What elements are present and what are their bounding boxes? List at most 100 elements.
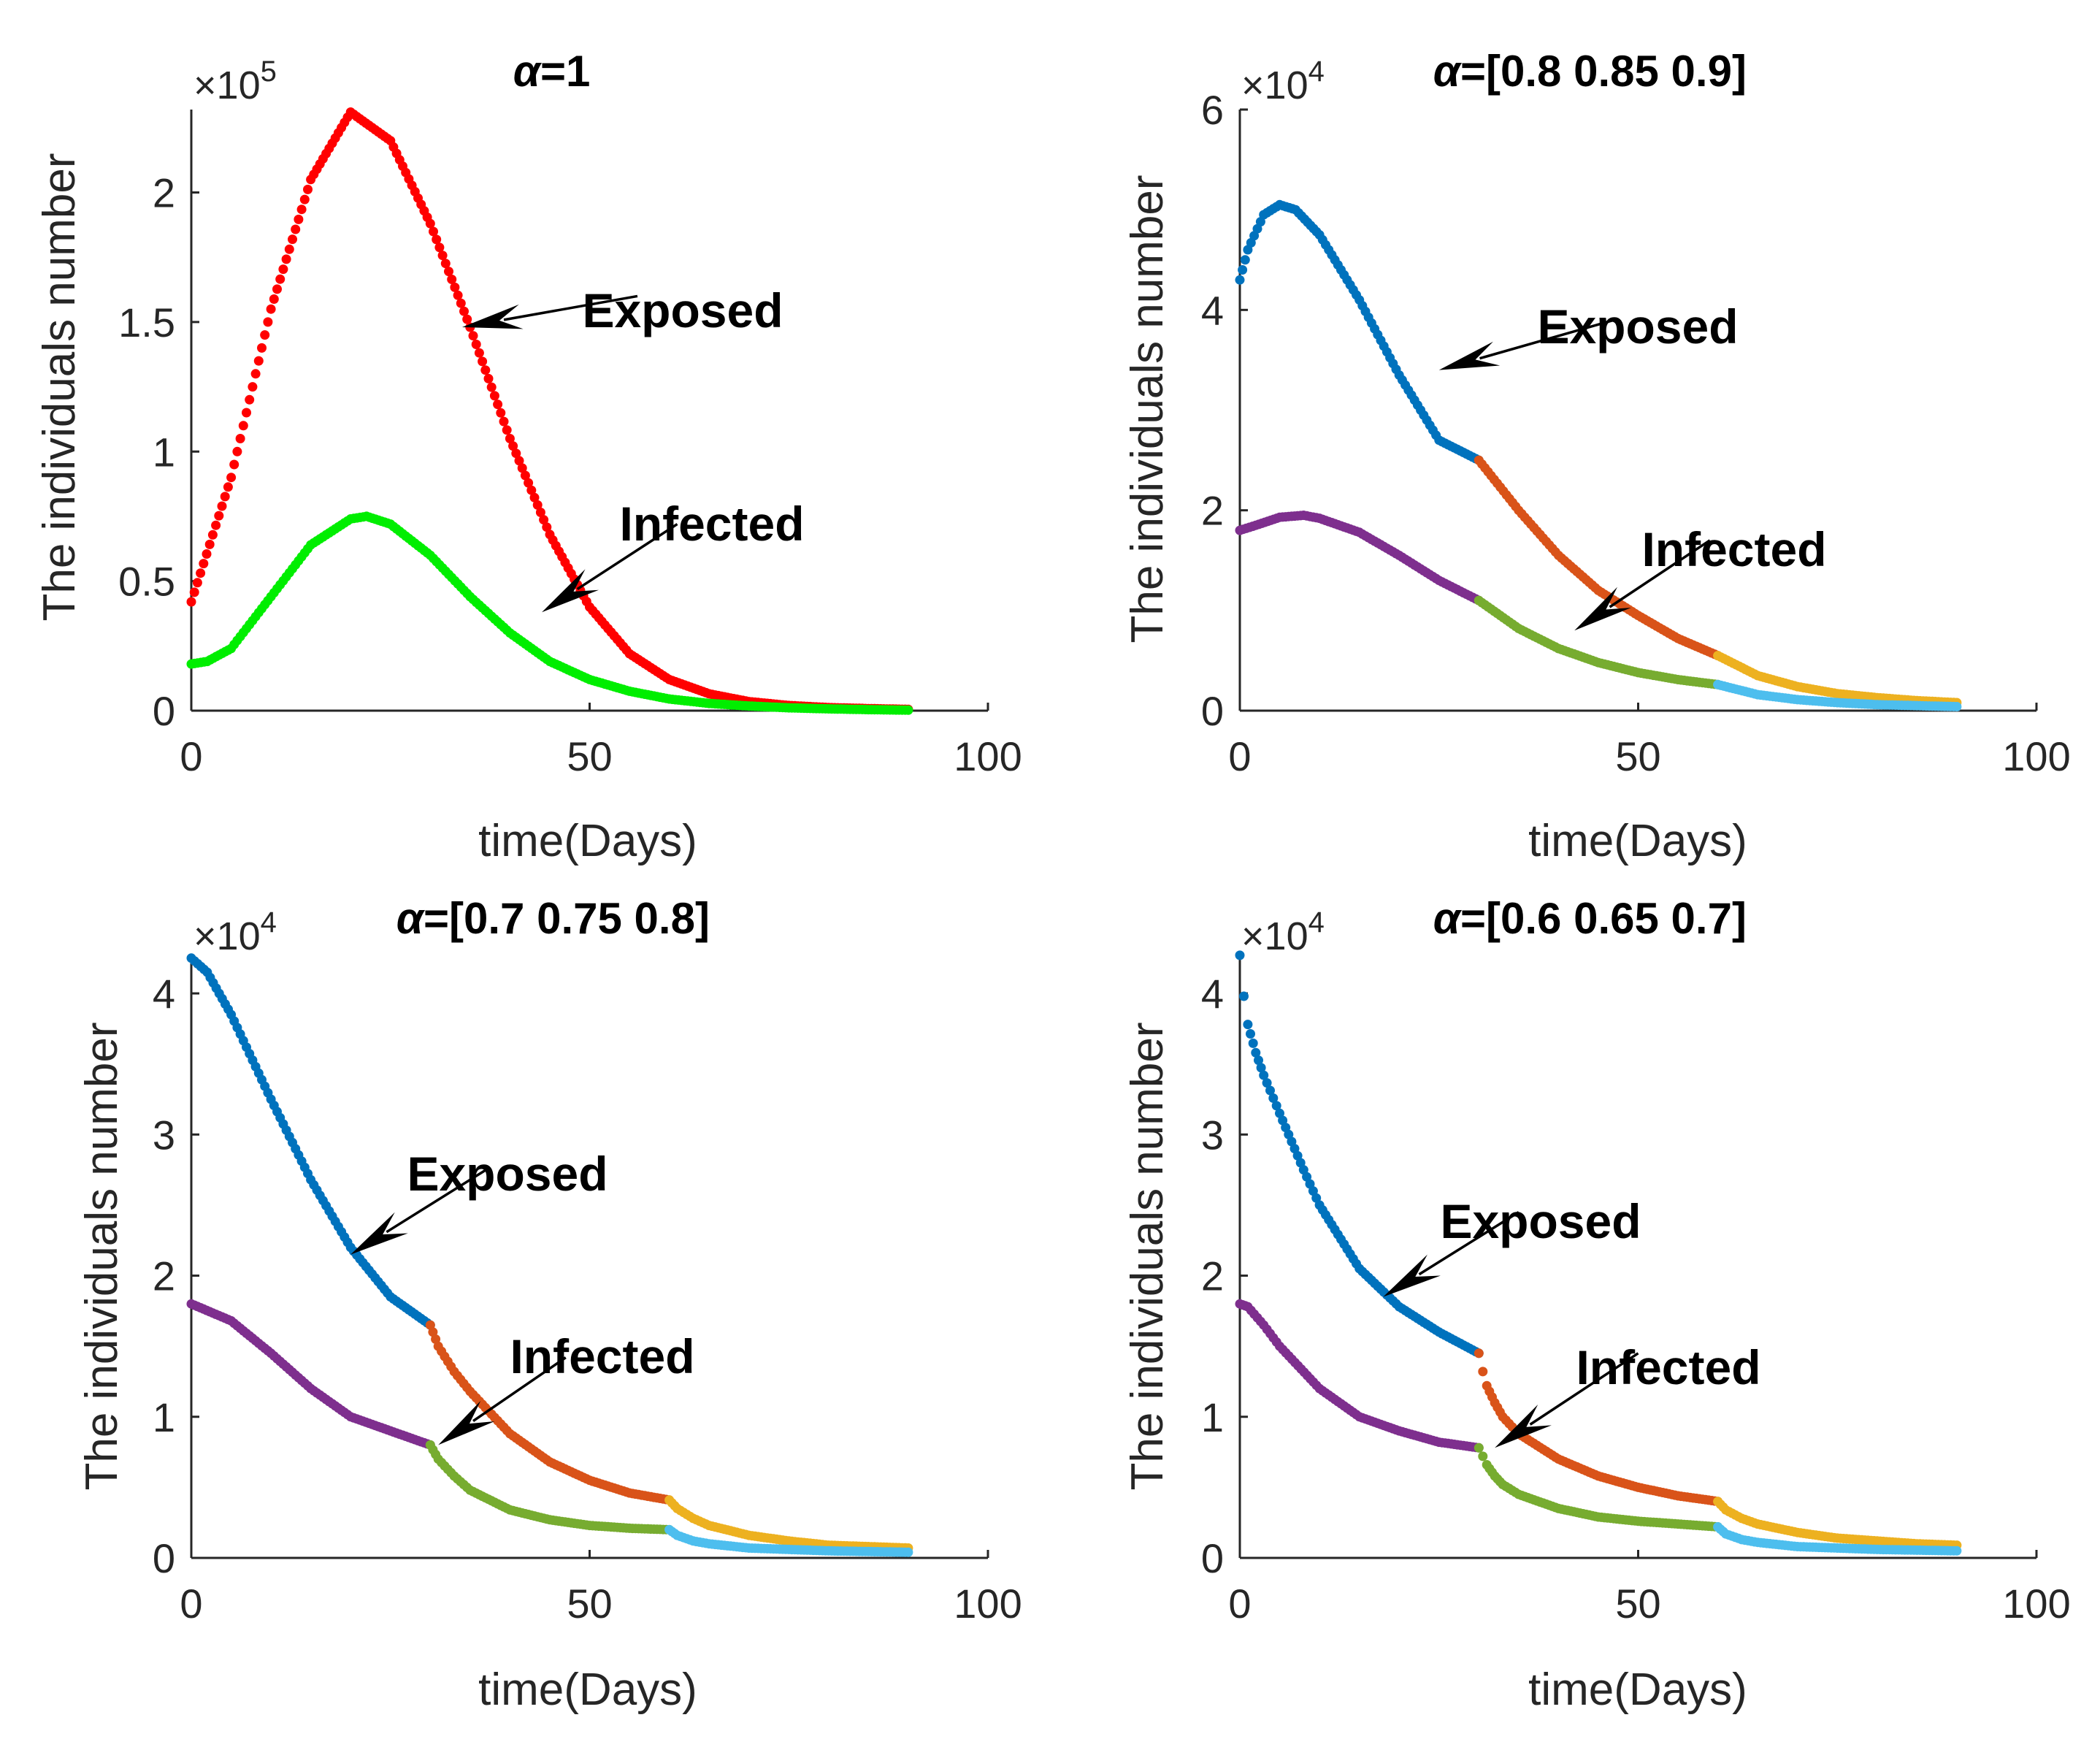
x-axis-label: time(Days) bbox=[1528, 816, 1747, 866]
data-point bbox=[1275, 1108, 1284, 1118]
chart-panel-alpha-0.7-0.75-0.8: α =[0.7 0.75 0.8] ×104 The individuals n… bbox=[77, 894, 1022, 1715]
data-point bbox=[1239, 991, 1249, 1001]
y-multiplier: ×104 bbox=[1241, 906, 1325, 958]
data-point bbox=[505, 434, 515, 443]
data-point bbox=[453, 290, 463, 300]
plot-area bbox=[1235, 950, 1962, 1556]
data-point bbox=[459, 306, 469, 316]
series-exposed-0 bbox=[186, 953, 435, 1330]
data-point bbox=[1284, 1129, 1294, 1139]
data-point bbox=[1235, 275, 1245, 285]
data-point bbox=[250, 369, 261, 379]
y-multiplier-exponent: 4 bbox=[1308, 906, 1325, 939]
data-point bbox=[1243, 1020, 1253, 1030]
data-point bbox=[1240, 255, 1250, 265]
data-point bbox=[444, 267, 453, 277]
y-tick-label: 4 bbox=[153, 971, 175, 1017]
y-axis-label: The individuals number bbox=[77, 1022, 127, 1490]
y-multiplier-base: ×10 bbox=[1241, 914, 1308, 958]
x-tick-label: 50 bbox=[1615, 733, 1660, 779]
y-tick-label: 4 bbox=[1201, 287, 1224, 333]
annotation-label: Infected bbox=[619, 497, 804, 551]
plot-area bbox=[186, 107, 913, 715]
data-point bbox=[478, 356, 488, 367]
data-point bbox=[511, 448, 521, 459]
data-point bbox=[281, 254, 291, 264]
data-point bbox=[1268, 1093, 1279, 1103]
arrow-head bbox=[461, 304, 524, 329]
data-point bbox=[207, 530, 218, 540]
data-point bbox=[483, 373, 494, 383]
data-point bbox=[535, 508, 545, 517]
data-point bbox=[480, 365, 491, 375]
data-point bbox=[499, 416, 509, 427]
data-point bbox=[238, 421, 248, 431]
data-point bbox=[1278, 1115, 1288, 1126]
data-point bbox=[192, 578, 202, 588]
data-point bbox=[1298, 1165, 1308, 1175]
plot-area bbox=[1235, 199, 1962, 711]
data-point bbox=[294, 214, 304, 224]
annotation-label: Exposed bbox=[582, 283, 783, 337]
data-point bbox=[211, 520, 221, 530]
data-point bbox=[529, 492, 540, 503]
data-point bbox=[903, 1547, 913, 1557]
plot-area bbox=[186, 953, 913, 1557]
y-tick-label: 0 bbox=[153, 688, 175, 734]
data-point bbox=[1474, 1443, 1484, 1453]
data-point bbox=[1289, 1144, 1300, 1154]
data-point bbox=[1262, 1078, 1272, 1088]
arrow-head bbox=[350, 1212, 408, 1255]
data-point bbox=[1952, 1545, 1962, 1556]
data-point bbox=[542, 522, 552, 532]
annotation-exposed: Exposed bbox=[350, 1147, 608, 1255]
x-tick-label: 0 bbox=[180, 733, 202, 779]
data-point bbox=[1248, 1038, 1258, 1048]
data-point bbox=[1302, 1172, 1312, 1182]
y-axis-label: The individuals number bbox=[34, 153, 85, 621]
data-point bbox=[1478, 1367, 1488, 1377]
data-point bbox=[429, 226, 438, 237]
data-point bbox=[235, 434, 245, 443]
data-point bbox=[291, 224, 301, 234]
data-point bbox=[447, 275, 457, 284]
data-point bbox=[524, 478, 534, 488]
data-point bbox=[514, 456, 524, 466]
annotations: Exposed Infected bbox=[350, 1147, 695, 1445]
data-point bbox=[462, 314, 472, 324]
data-point bbox=[202, 549, 212, 559]
arrow-head bbox=[1438, 341, 1501, 370]
data-point bbox=[520, 470, 530, 481]
data-point bbox=[248, 382, 258, 392]
annotation-label: Exposed bbox=[407, 1147, 608, 1201]
y-multiplier-exponent: 4 bbox=[1308, 56, 1325, 88]
series-exposed-0 bbox=[1235, 199, 1484, 465]
data-point bbox=[474, 348, 484, 358]
data-point bbox=[517, 463, 527, 473]
x-tick-label: 0 bbox=[1228, 1581, 1251, 1627]
x-axis-label: time(Days) bbox=[478, 816, 697, 866]
y-multiplier: ×105 bbox=[193, 56, 277, 107]
chart-title-value: =[0.8 0.85 0.9] bbox=[1460, 47, 1747, 96]
data-point bbox=[502, 425, 512, 435]
y-tick-label: 1 bbox=[153, 429, 175, 475]
x-tick-label: 0 bbox=[180, 1581, 202, 1627]
data-point bbox=[471, 340, 481, 349]
chart-panel-alpha-1: α =1 ×105 The individuals number time(Da… bbox=[34, 47, 1022, 866]
y-tick-label: 0 bbox=[153, 1535, 175, 1581]
data-point bbox=[1308, 1186, 1318, 1196]
x-tick-label: 50 bbox=[567, 733, 612, 779]
x-tick-label: 100 bbox=[2002, 733, 2070, 779]
data-point bbox=[186, 597, 196, 607]
y-multiplier-exponent: 5 bbox=[261, 56, 277, 88]
axes: 0 50 100 0 1 2 3 4 bbox=[1201, 954, 2071, 1627]
arrow-head bbox=[1383, 1254, 1441, 1297]
arrow-head bbox=[1495, 1404, 1552, 1448]
data-point bbox=[437, 251, 448, 261]
x-axis-label: time(Days) bbox=[1528, 1665, 1747, 1715]
data-point bbox=[1474, 1348, 1484, 1359]
annotation-label: Exposed bbox=[1537, 299, 1738, 354]
data-point bbox=[1251, 1047, 1261, 1058]
y-tick-label: 1 bbox=[1201, 1394, 1224, 1440]
data-point bbox=[508, 441, 518, 451]
